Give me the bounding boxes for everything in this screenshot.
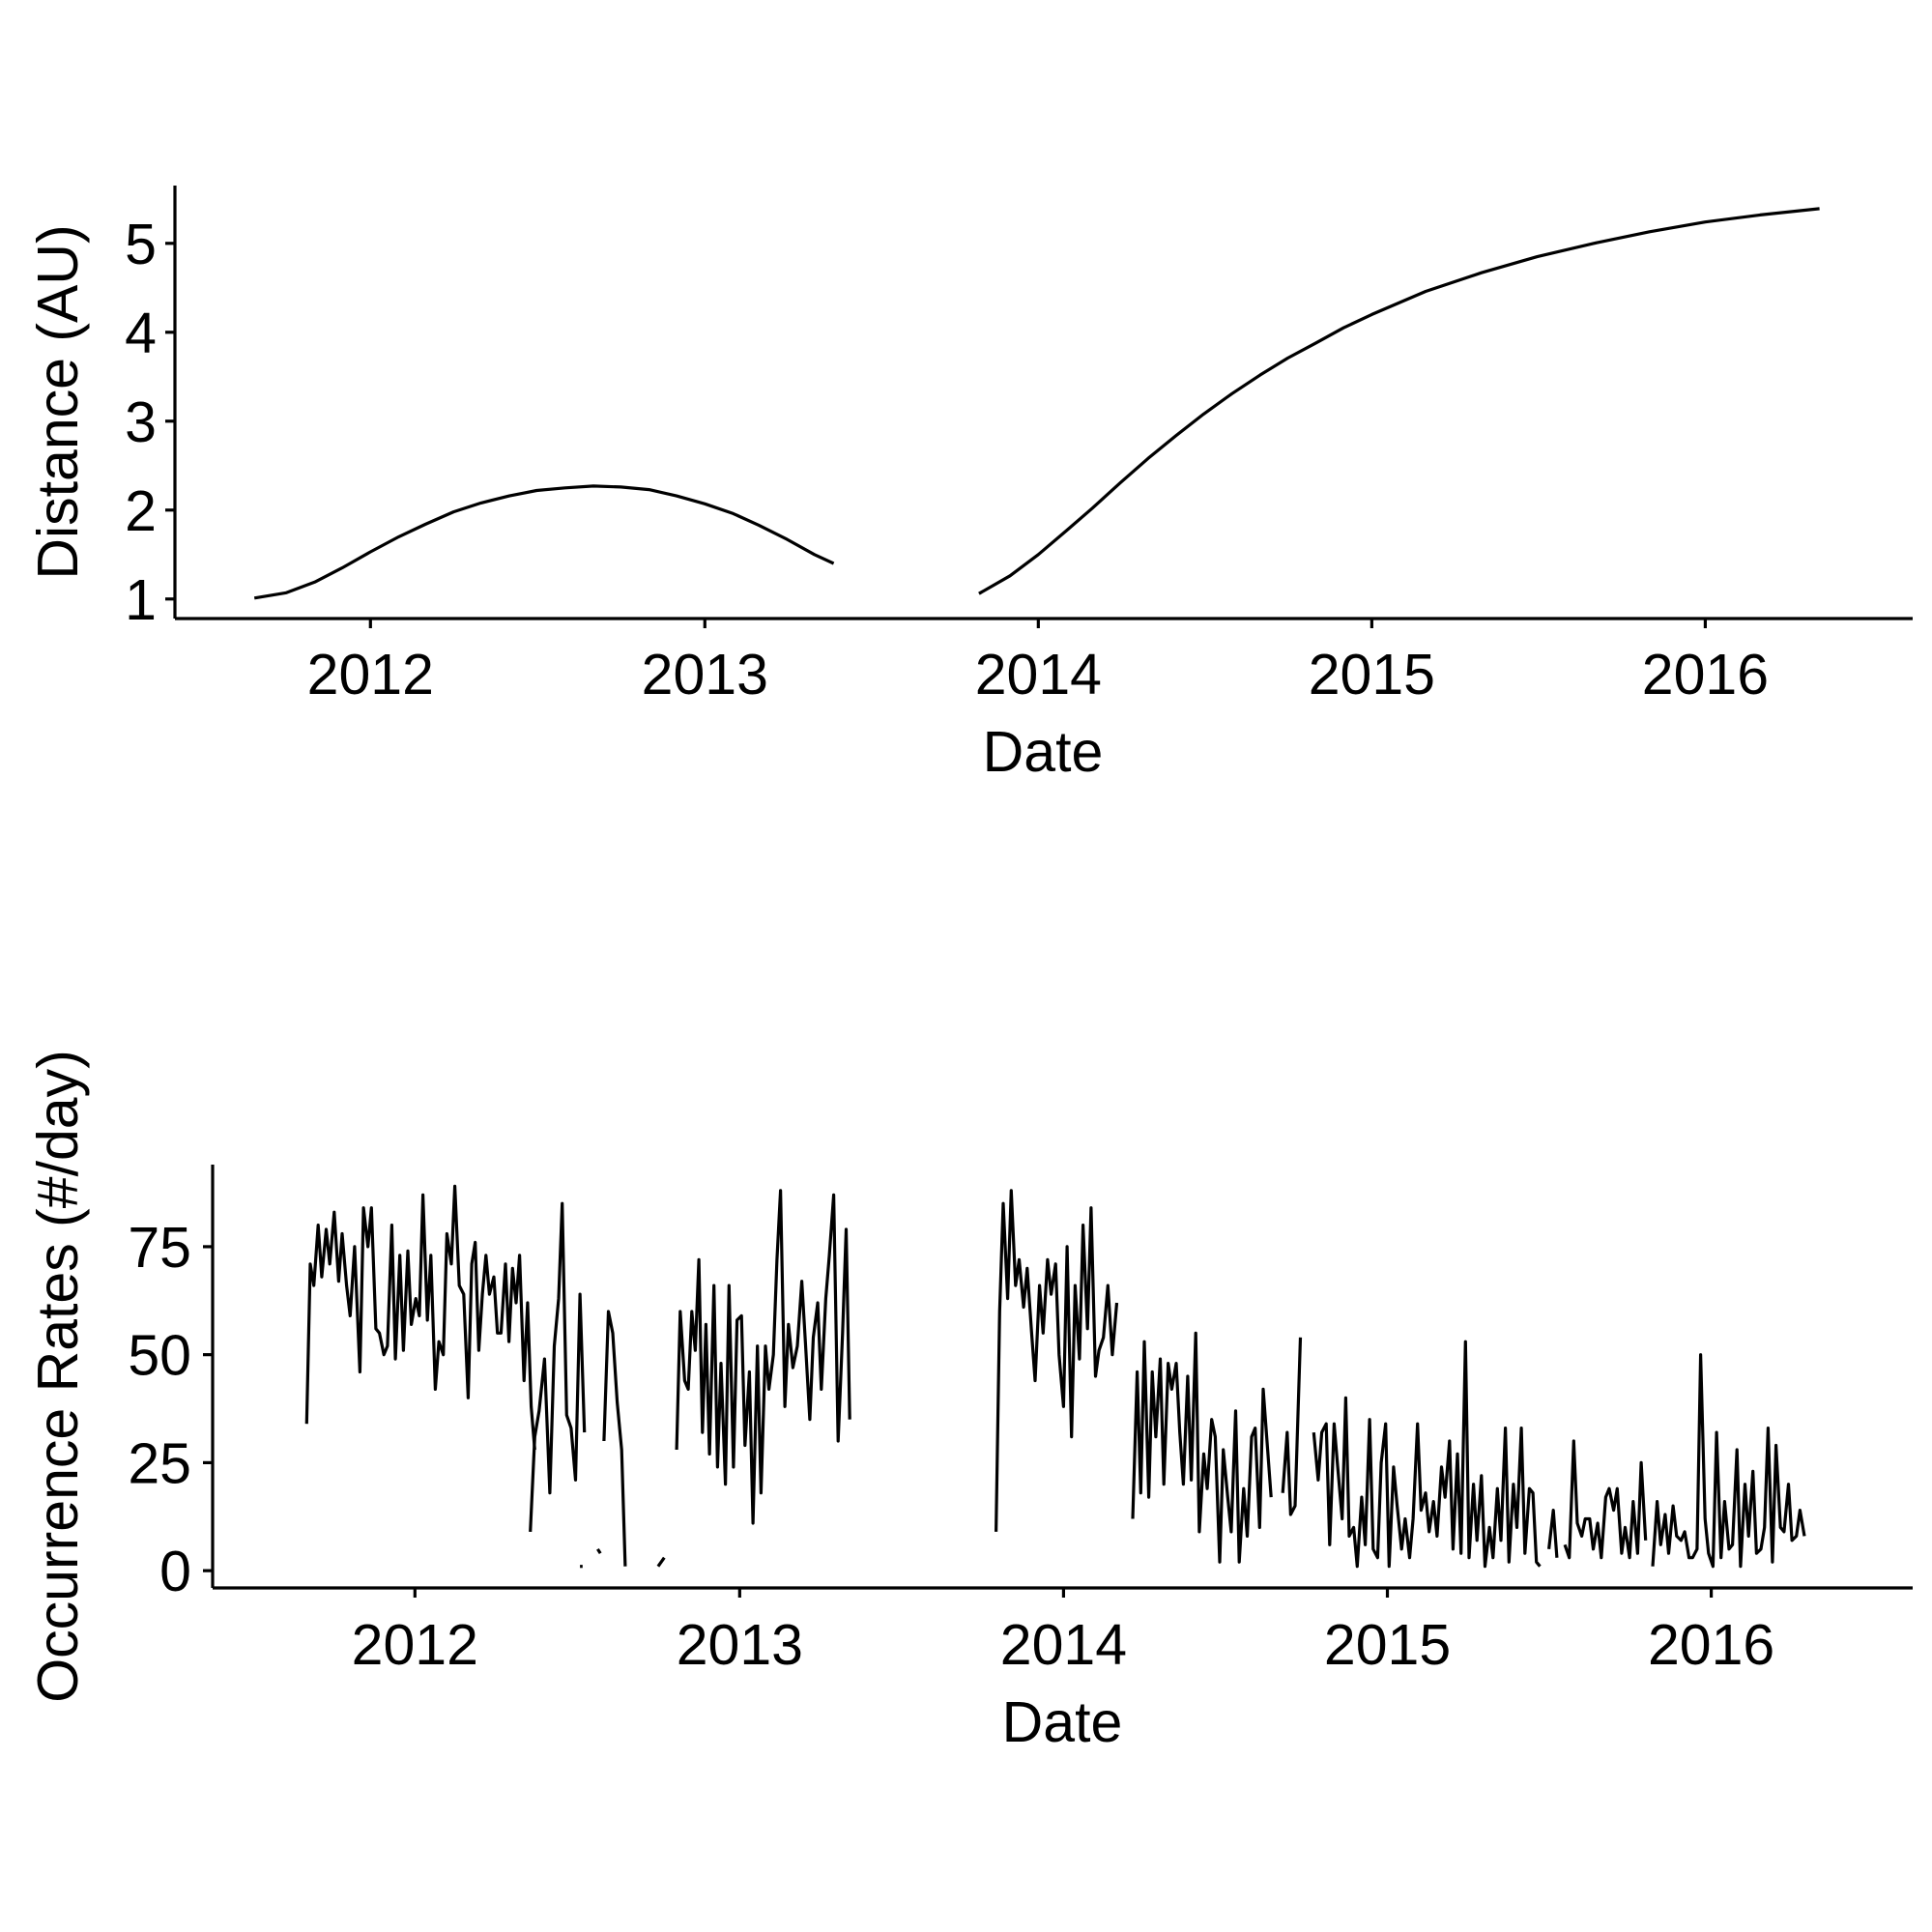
occurrence-line-segment xyxy=(1281,1337,1303,1516)
distance-y-tick-label: 2 xyxy=(125,479,157,543)
occurrence-line-segment xyxy=(602,1310,627,1567)
occurrence-y-axis-title: Occurrence Rates (#/day) xyxy=(26,1050,90,1702)
distance-x-tick-label: 2014 xyxy=(975,643,1102,706)
occurrence-x-tick-label: 2013 xyxy=(677,1613,803,1677)
occurrence-x-tick-label: 2012 xyxy=(352,1613,478,1677)
occurrence-x-axis-title: Date xyxy=(1002,1690,1123,1754)
occurrence-x-ticks: 2012 2013 2014 2015 2016 xyxy=(352,1588,1774,1677)
distance-x-tick-label: 2012 xyxy=(307,643,434,706)
occurrence-y-tick-label: 25 xyxy=(128,1431,191,1495)
distance-x-ticks: 2012 2013 2014 2015 2016 xyxy=(307,619,1769,706)
occurrence-line-segment xyxy=(529,1201,587,1532)
occurrence-line-segment xyxy=(596,1547,602,1555)
occurrence-line-segment xyxy=(1312,1340,1542,1569)
distance-x-axis-title: Date xyxy=(983,720,1104,784)
occurrence-y-ticks: 0 25 50 75 xyxy=(128,1216,213,1603)
occurrence-y-tick-label: 75 xyxy=(128,1216,191,1280)
occurrence-x-tick-label: 2016 xyxy=(1648,1613,1774,1677)
distance-x-tick-label: 2015 xyxy=(1309,643,1435,706)
occurrence-y-tick-label: 50 xyxy=(128,1324,191,1388)
distance-y-ticks: 1 2 3 4 5 xyxy=(125,213,175,632)
occurrence-line-segment xyxy=(1131,1331,1273,1564)
distance-y-tick-label: 4 xyxy=(125,302,157,365)
distance-line-segment xyxy=(253,484,835,600)
occurrence-x-tick-label: 2015 xyxy=(1324,1613,1451,1677)
occurrence-line-segment xyxy=(995,1189,1119,1532)
distance-x-tick-label: 2016 xyxy=(1642,643,1769,706)
distance-y-axis-title: Distance (AU) xyxy=(26,224,90,579)
occurrence-line-segment xyxy=(1547,1509,1559,1558)
occurrence-line-segment xyxy=(1651,1353,1806,1569)
distance-chart-panel: 2012 2013 2014 2015 2016 1 2 3 4 5 Date Distance… xyxy=(26,186,1913,784)
occurrence-line-segment xyxy=(675,1189,851,1525)
distance-line-segment xyxy=(978,207,1820,595)
occurrence-line-segment xyxy=(1563,1439,1648,1560)
distance-x-tick-label: 2013 xyxy=(642,643,768,706)
occurrence-line-segment xyxy=(656,1556,666,1568)
occurrence-x-tick-label: 2014 xyxy=(1000,1613,1127,1677)
occurrence-series xyxy=(304,1184,1806,1569)
distance-y-tick-label: 1 xyxy=(125,568,157,632)
distance-y-tick-label: 3 xyxy=(125,390,157,454)
occurrence-chart-panel: 2012 2013 2014 2015 2016 0 25 50 75 Date Occurr… xyxy=(26,1050,1913,1754)
distance-series xyxy=(253,207,1820,600)
occurrence-line-segment xyxy=(304,1184,536,1451)
distance-y-tick-label: 5 xyxy=(125,213,157,276)
occurrence-y-tick-label: 0 xyxy=(159,1540,191,1603)
